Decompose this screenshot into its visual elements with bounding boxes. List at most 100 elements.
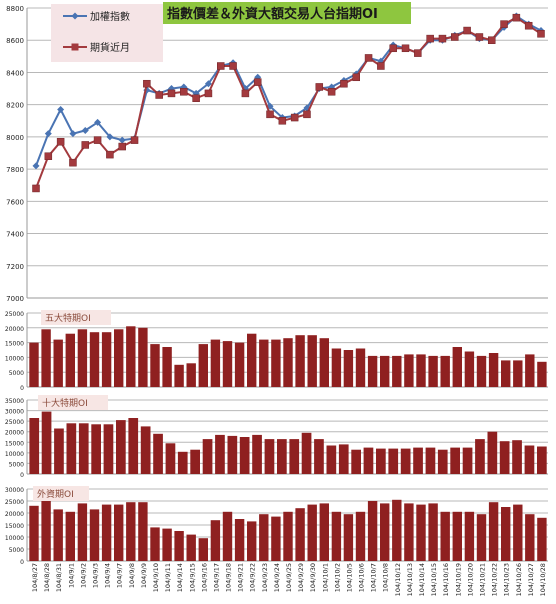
bar (289, 439, 300, 474)
bar (101, 504, 112, 561)
bar (150, 344, 160, 387)
chart-title: 指數價差＆外資大額交易人台指期OI (163, 2, 411, 24)
bar (537, 361, 547, 387)
data-point (426, 34, 434, 43)
bar (65, 333, 75, 387)
x-tick-label: 104/10/15 (430, 563, 438, 596)
data-point (143, 79, 151, 88)
bar (283, 511, 293, 561)
bar (222, 341, 233, 387)
bar (77, 503, 88, 561)
bar (150, 527, 160, 561)
bar (252, 434, 262, 474)
y-tick-label: 35000 (5, 398, 24, 405)
data-point (266, 110, 274, 119)
bar (319, 338, 329, 387)
x-tick-label: 104/10/19 (454, 563, 462, 596)
legend-background (51, 4, 163, 62)
bar (174, 531, 184, 561)
y-tick-label: 0 (20, 559, 24, 566)
x-tick-label: 104/9/7 (116, 563, 124, 588)
data-point (106, 133, 114, 141)
bar (487, 431, 498, 474)
bar (363, 447, 374, 474)
bar (326, 445, 337, 474)
bar (301, 432, 312, 474)
x-tick-label: 104/10/14 (418, 563, 426, 596)
bar (488, 353, 499, 387)
data-point (389, 44, 397, 53)
data-point (463, 26, 471, 35)
y-tick-label: 20000 (5, 430, 24, 437)
bar (464, 351, 475, 387)
bar (202, 439, 213, 474)
data-point (500, 20, 508, 28)
bar (440, 355, 450, 387)
data-point (44, 152, 53, 160)
bar (89, 332, 100, 387)
x-tick-label: 104/9/10 (152, 563, 160, 592)
data-point (414, 49, 422, 57)
y-tick-label: 15000 (5, 341, 24, 348)
x-tick-label: 104/9/23 (261, 563, 269, 592)
bar (513, 504, 523, 561)
data-point (130, 136, 139, 144)
x-axis-labels: 104/8/27 104/8/28 104/8/31 104/9/1 104/9/2 10… (31, 563, 547, 596)
bar (380, 503, 390, 561)
bar (307, 335, 317, 387)
data-point (93, 136, 102, 144)
bar (186, 363, 196, 387)
bar (512, 440, 522, 474)
x-tick-label: 104/9/14 (176, 563, 184, 592)
y-tick-label: 5000 (9, 461, 24, 468)
bar (525, 514, 535, 561)
bar (29, 505, 39, 561)
bar (476, 355, 487, 387)
x-tick-label: 104/10/23 (503, 563, 511, 596)
x-tick-label: 104/9/9 (140, 563, 148, 588)
panel-label-background (41, 310, 111, 325)
bar (177, 451, 188, 474)
bar (314, 439, 324, 474)
data-point (537, 30, 545, 38)
data-point (315, 83, 324, 91)
bar (271, 516, 281, 561)
x-tick-label: 104/9/24 (273, 563, 281, 592)
data-point (278, 117, 287, 125)
data-point (364, 54, 373, 62)
y-tick-label: 20000 (5, 326, 24, 333)
bar (222, 511, 233, 561)
data-point (81, 126, 89, 134)
bar (355, 348, 366, 387)
x-tick-label: 104/10/5 (346, 563, 354, 592)
bar (198, 538, 208, 561)
x-tick-label: 104/9/25 (285, 563, 293, 592)
bar (271, 339, 281, 387)
data-point (94, 118, 102, 126)
bar (259, 339, 269, 387)
bar (425, 447, 436, 474)
x-tick-label: 104/10/27 (527, 563, 535, 596)
bar (78, 423, 89, 474)
data-point (303, 110, 311, 119)
data-point (241, 89, 250, 98)
bar (392, 355, 402, 387)
bar (338, 444, 349, 474)
y-tick-label: 7200 (6, 263, 24, 271)
data-point (32, 184, 40, 193)
bar (247, 521, 257, 561)
bar (462, 447, 473, 474)
panel-label-background (33, 486, 89, 501)
bar (165, 443, 176, 474)
bar (247, 333, 257, 387)
bar (29, 418, 40, 474)
bar (66, 423, 77, 474)
bar (277, 439, 287, 474)
panel-label-text: 外資期OI (37, 488, 74, 500)
x-tick-label: 104/8/31 (55, 563, 63, 592)
y-tick-label: 10000 (5, 355, 24, 362)
panel-label-background (38, 395, 108, 410)
bar (264, 439, 275, 474)
